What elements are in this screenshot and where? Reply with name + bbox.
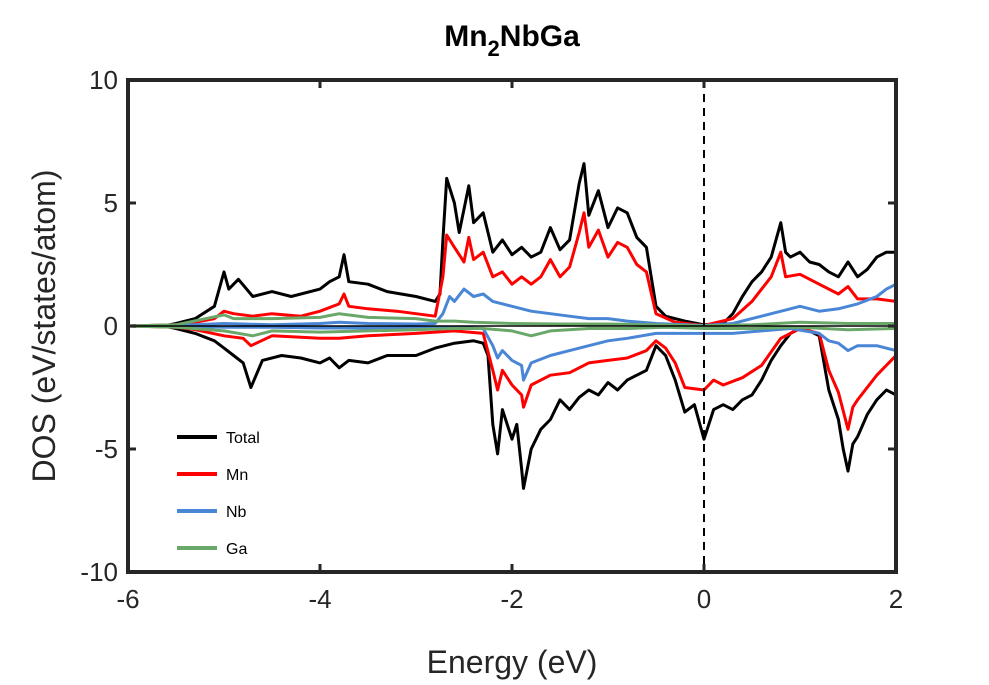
y-tick-label: -5: [95, 434, 118, 464]
legend-label-ga: Ga: [226, 541, 247, 558]
x-tick-label: -6: [116, 584, 139, 614]
chart-title: Mn2NbGa: [444, 20, 580, 61]
x-axis-ticks: -6 -4 -2 0 2: [116, 80, 903, 614]
x-tick-label: -4: [308, 584, 331, 614]
y-tick-label: 0: [104, 311, 118, 341]
series-total-down: [127, 324, 897, 490]
series-ga-up: [127, 312, 896, 328]
y-tick-label: -10: [80, 557, 118, 587]
series-nb-down: [127, 324, 897, 382]
y-axis-label: DOS (eV/states/atom): [26, 170, 62, 483]
series-ga-down: [127, 324, 897, 338]
series-nb-up: [127, 282, 897, 328]
series-total-up: [127, 162, 896, 328]
x-tick-label: 0: [697, 584, 711, 614]
y-axis-ticks: -10 -5 0 5 10: [80, 65, 896, 587]
series-mn-up: [127, 211, 897, 328]
x-tick-label: -2: [500, 584, 523, 614]
y-tick-label: 10: [89, 65, 118, 95]
legend-label-nb: Nb: [226, 504, 247, 521]
legend-label-total: Total: [226, 430, 260, 447]
y-tick-label: 5: [104, 188, 118, 218]
legend: Total Mn Nb Ga: [177, 430, 260, 558]
legend-label-mn: Mn: [226, 467, 248, 484]
x-tick-label: 2: [889, 584, 903, 614]
x-axis-label: Energy (eV): [427, 644, 598, 680]
series-layer: [127, 162, 898, 490]
series-mn-down: [127, 324, 898, 431]
